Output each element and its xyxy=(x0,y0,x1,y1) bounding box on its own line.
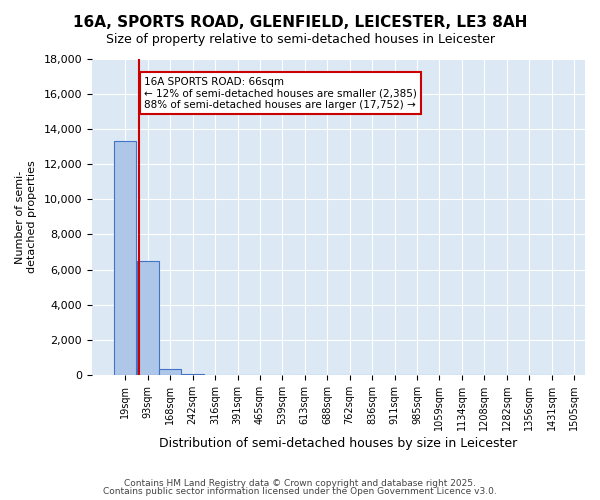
Text: Contains public sector information licensed under the Open Government Licence v3: Contains public sector information licen… xyxy=(103,487,497,496)
Text: 16A, SPORTS ROAD, GLENFIELD, LEICESTER, LE3 8AH: 16A, SPORTS ROAD, GLENFIELD, LEICESTER, … xyxy=(73,15,527,30)
Bar xyxy=(159,368,181,375)
Y-axis label: Number of semi-
detached properties: Number of semi- detached properties xyxy=(15,160,37,274)
Text: 16A SPORTS ROAD: 66sqm
← 12% of semi-detached houses are smaller (2,385)
88% of : 16A SPORTS ROAD: 66sqm ← 12% of semi-det… xyxy=(143,76,416,110)
Bar xyxy=(137,261,158,375)
Bar xyxy=(115,140,136,375)
Text: Contains HM Land Registry data © Crown copyright and database right 2025.: Contains HM Land Registry data © Crown c… xyxy=(124,478,476,488)
Text: Size of property relative to semi-detached houses in Leicester: Size of property relative to semi-detach… xyxy=(106,32,494,46)
Bar xyxy=(182,374,203,375)
X-axis label: Distribution of semi-detached houses by size in Leicester: Distribution of semi-detached houses by … xyxy=(160,437,518,450)
